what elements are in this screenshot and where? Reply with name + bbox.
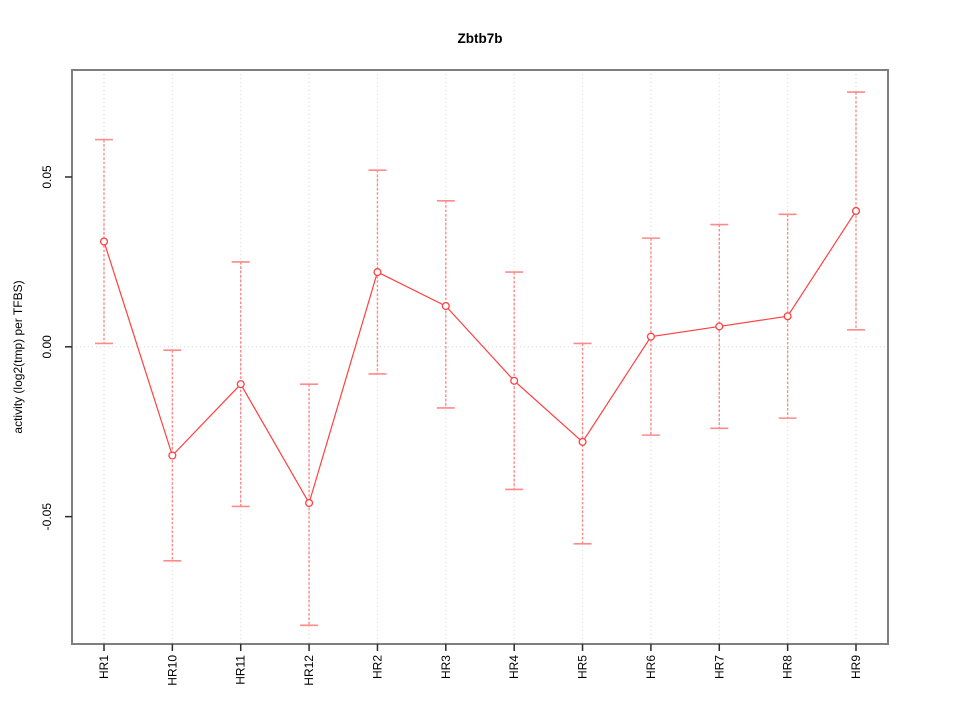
y-tick-label: 0.05 [40, 165, 54, 189]
data-point-HR3 [441, 302, 450, 311]
x-tick-label-HR10: HR10 [165, 655, 179, 686]
y-tick-label: -0.05 [40, 503, 54, 531]
x-tick-label-HR12: HR12 [302, 655, 316, 686]
data-line [103, 210, 857, 505]
plot-border [71, 69, 889, 645]
x-tick-label-HR6: HR6 [644, 655, 658, 679]
x-tick-label-HR3: HR3 [439, 655, 453, 679]
data-point-HR7 [715, 322, 724, 331]
data-point-HR9 [851, 206, 861, 216]
x-tick-label-HR4: HR4 [507, 655, 521, 679]
x-tick-label-HR2: HR2 [370, 655, 384, 679]
x-tick-label-HR9: HR9 [849, 655, 863, 679]
x-tick-label-HR1: HR1 [97, 655, 111, 679]
y-tick-label: 0.00 [40, 335, 54, 359]
data-point-HR4 [510, 376, 519, 385]
data-point-HR11 [236, 380, 245, 389]
data-point-HR8 [783, 312, 792, 321]
chart-title: Zbtb7b [457, 31, 503, 46]
data-point-HR2 [373, 268, 382, 277]
data-point-HR5 [578, 437, 587, 446]
data-point-HR10 [168, 451, 177, 460]
x-tick-label-HR8: HR8 [781, 655, 795, 679]
data-point-HR12 [305, 498, 314, 508]
data-point-HR1 [99, 237, 109, 246]
x-tick-label-HR7: HR7 [712, 655, 726, 679]
x-tick-label-HR11: HR11 [234, 655, 248, 685]
x-tick-label-HR5: HR5 [576, 655, 590, 679]
data-point-HR6 [646, 332, 655, 341]
